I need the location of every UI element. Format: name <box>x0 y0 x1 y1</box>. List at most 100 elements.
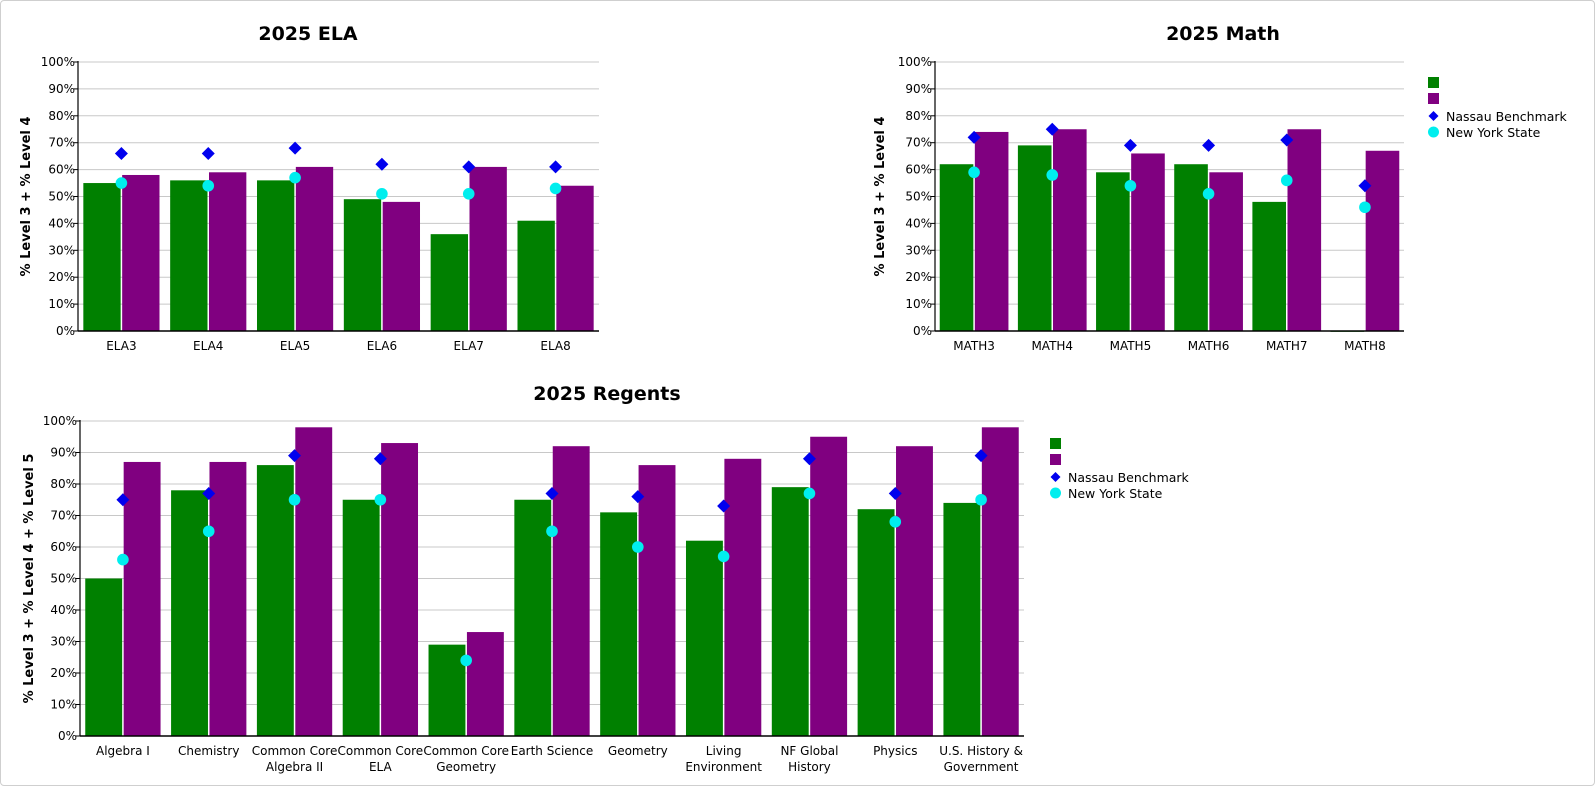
y-tick-label: 40% <box>48 216 75 230</box>
bar-series1 <box>939 164 974 331</box>
bar-series2 <box>1287 129 1322 331</box>
marker-state <box>632 541 644 553</box>
legend-swatch-series1 <box>1050 438 1061 449</box>
marker-state <box>462 188 475 200</box>
y-tick-label: 80% <box>48 109 75 123</box>
bar-series2 <box>1365 150 1400 331</box>
bar-series1 <box>170 180 208 331</box>
bar-series2 <box>122 174 160 331</box>
y-tick-label: 30% <box>48 243 75 257</box>
marker-benchmark <box>1280 133 1294 147</box>
bar-series1 <box>1252 201 1286 331</box>
marker-state <box>1124 179 1137 192</box>
x-tick-label: MATH8 <box>1344 339 1386 353</box>
marker-benchmark <box>375 157 389 171</box>
x-tick-label: NF Global History <box>780 744 838 774</box>
marker-benchmark <box>288 449 302 463</box>
bar-series1 <box>171 490 208 736</box>
bar-series1 <box>771 487 809 736</box>
marker-benchmark <box>202 486 216 500</box>
bar-series2 <box>896 446 933 736</box>
x-tick-label: Chemistry <box>178 744 239 758</box>
y-tick-label: 50% <box>48 190 75 204</box>
x-tick-label: Earth Science <box>511 744 594 758</box>
y-tick-label: 80% <box>50 477 77 491</box>
bar-series1 <box>256 465 294 736</box>
legend-label-state: New York State <box>1068 486 1163 501</box>
legend-label-state: New York State <box>1446 125 1541 140</box>
y-tick-label: 60% <box>48 163 75 177</box>
y-tick-label: 10% <box>48 297 75 311</box>
bar-series2 <box>556 185 594 331</box>
marker-state <box>889 516 902 528</box>
y-tick-label: 100% <box>43 414 77 428</box>
marker-benchmark <box>201 146 215 160</box>
marker-state <box>1359 201 1371 214</box>
bar-series2 <box>209 172 247 331</box>
y-tick-label: 80% <box>905 109 932 123</box>
y-tick-label: 100% <box>41 55 75 69</box>
bar-series1 <box>85 578 123 736</box>
x-tick-label: Common Core Geometry <box>423 744 509 774</box>
bar-series1 <box>430 234 468 331</box>
bar-series2 <box>381 443 419 736</box>
y-tick-label: 20% <box>48 270 75 284</box>
bar-series1 <box>428 644 466 736</box>
bar-series1 <box>1174 164 1208 331</box>
bar-series2 <box>638 465 676 736</box>
x-tick-label: Living Environment <box>685 744 762 774</box>
marker-state <box>968 166 980 179</box>
y-tick-label: 10% <box>905 297 932 311</box>
legend-swatch-series1 <box>1428 77 1439 88</box>
marker-benchmark <box>974 449 988 463</box>
y-tick-label: 20% <box>50 666 77 680</box>
y-axis-label: % Level 3 + % Level 4 <box>19 117 34 277</box>
legend-swatch-series2 <box>1428 93 1439 104</box>
y-tick-label: 0% <box>913 324 932 338</box>
marker-state <box>289 171 301 184</box>
legend-swatch-state <box>1050 487 1061 499</box>
bar-series2 <box>724 458 762 736</box>
legend-label-benchmark: Nassau Benchmark <box>1068 470 1190 485</box>
bar-series2 <box>466 632 504 736</box>
y-tick-label: 60% <box>905 163 932 177</box>
x-tick-label: ELA5 <box>280 339 310 353</box>
y-tick-label: 70% <box>50 509 77 523</box>
y-tick-label: 20% <box>905 270 932 284</box>
chart-title-regents: 2025 Regents <box>533 383 680 405</box>
chart-title-math: 2025 Math <box>1166 23 1280 45</box>
marker-state <box>803 487 816 500</box>
x-tick-label: ELA6 <box>367 339 397 353</box>
y-tick-label: 0% <box>58 729 77 743</box>
marker-state <box>115 177 128 189</box>
bar-series2 <box>209 461 247 736</box>
y-tick-label: 90% <box>50 446 77 460</box>
x-tick-label: MATH4 <box>1031 339 1073 353</box>
x-tick-label: Algebra I <box>96 744 150 758</box>
x-tick-label: Common Core Algebra II <box>252 744 338 774</box>
bar-series1 <box>517 220 555 331</box>
marker-benchmark <box>1358 179 1372 193</box>
x-tick-label: MATH5 <box>1110 339 1152 353</box>
marker-benchmark <box>967 130 981 144</box>
bar-series2 <box>1131 153 1165 331</box>
marker-state <box>1202 188 1215 200</box>
legend-label-benchmark: Nassau Benchmark <box>1446 109 1568 124</box>
y-tick-label: 50% <box>50 572 77 586</box>
y-tick-label: 10% <box>50 698 77 712</box>
marker-benchmark <box>888 486 902 500</box>
marker-benchmark <box>114 146 128 160</box>
y-axis-label: % Level 3 + % Level 4 <box>873 117 888 277</box>
x-tick-label: ELA7 <box>454 339 484 353</box>
legend-swatch-state <box>1428 126 1439 138</box>
bar-series2 <box>974 131 1009 331</box>
marker-benchmark <box>288 141 302 155</box>
marker-benchmark <box>116 493 130 507</box>
bar-series1 <box>256 180 295 331</box>
y-tick-label: 90% <box>48 82 75 96</box>
y-axis-label: % Level 3 + % Level 4 + % Level 5 <box>22 454 37 704</box>
bar-series1 <box>342 499 380 736</box>
bar-series2 <box>295 166 334 331</box>
marker-state <box>202 525 215 538</box>
